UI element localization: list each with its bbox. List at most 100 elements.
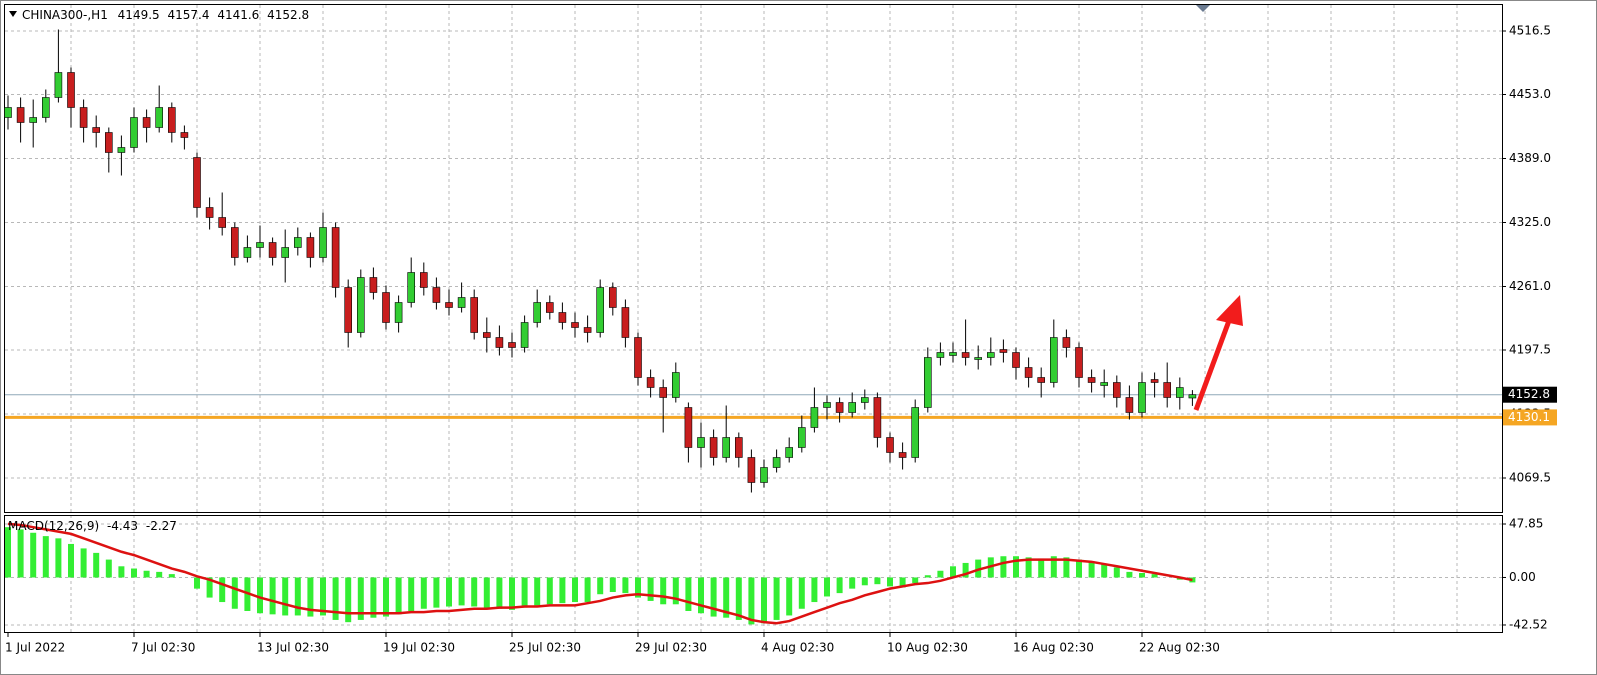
- candle-body: [873, 397, 882, 438]
- marks: 4516.54453.04389.04325.04261.04197.54133…: [4, 24, 1557, 655]
- candle-body: [1163, 382, 1171, 398]
- macd-bar: [1126, 571, 1133, 578]
- macd-panel: [4, 515, 1503, 633]
- macd-bar: [723, 577, 730, 618]
- candle-body: [1037, 377, 1045, 383]
- macd-bar: [1139, 572, 1145, 578]
- candle-body: [432, 287, 441, 303]
- candle-body: [646, 377, 655, 388]
- signal-value: -2.27: [146, 519, 177, 533]
- macd-bar: [294, 577, 301, 616]
- candle-body: [545, 302, 554, 313]
- candle-body: [117, 147, 126, 153]
- candle-body: [709, 437, 718, 458]
- candle-body: [218, 217, 226, 228]
- macd-bar: [1076, 559, 1082, 578]
- candle-body: [4, 107, 12, 118]
- candle-body: [961, 352, 970, 358]
- candle-body: [356, 277, 365, 333]
- x-tick-label: 10 Aug 02:30: [887, 641, 968, 655]
- macd-bar: [1088, 561, 1095, 578]
- candle-body: [634, 337, 642, 378]
- candle-body: [92, 127, 100, 133]
- candle-body: [1188, 394, 1197, 399]
- macd-bar: [307, 577, 314, 617]
- low: 4141.6: [217, 8, 259, 22]
- macd-bar: [1050, 556, 1057, 578]
- candle-body: [734, 437, 743, 458]
- macd-bar: [231, 577, 238, 609]
- close: 4152.8: [267, 8, 309, 22]
- candle-body: [1176, 387, 1184, 398]
- x-tick-label: 7 Jul 02:30: [131, 641, 195, 655]
- menu-triangle[interactable]: [9, 11, 17, 17]
- candle-body: [722, 437, 731, 458]
- macd-bar: [748, 577, 755, 625]
- y-tick-label: 4325.0: [1509, 215, 1551, 229]
- candle-body: [205, 207, 214, 218]
- macd-bar: [496, 577, 503, 609]
- candle-body: [306, 237, 315, 258]
- candle-body: [621, 307, 630, 338]
- macd-bar: [622, 577, 629, 594]
- candle-body: [495, 337, 504, 348]
- macd-bar: [320, 577, 326, 616]
- open: 4149.5: [118, 8, 160, 22]
- macd-bar: [559, 577, 566, 604]
- candle-body: [1050, 337, 1058, 383]
- macd-bar: [30, 532, 37, 578]
- y-tick-label: 47.85: [1509, 516, 1543, 530]
- candle-body: [835, 402, 844, 413]
- macd-bar: [937, 570, 944, 578]
- candle-body: [256, 242, 264, 248]
- candle-body: [344, 287, 353, 333]
- candle-body: [596, 287, 605, 333]
- candle-body: [54, 72, 63, 98]
- macd-bar: [534, 577, 541, 606]
- macd-bar: [609, 577, 616, 592]
- candle-body: [457, 297, 466, 308]
- candle-body: [193, 157, 201, 208]
- macd-bar: [383, 577, 389, 617]
- candle-body: [1150, 379, 1159, 383]
- macd-value: -4.43: [107, 519, 138, 533]
- macd-bar: [1025, 557, 1032, 578]
- macd-bar: [647, 577, 654, 601]
- macd-bar: [660, 577, 667, 605]
- candle-body: [168, 107, 176, 133]
- candle-body: [508, 342, 516, 348]
- candle-body: [130, 117, 138, 148]
- macd-bar: [685, 577, 692, 611]
- candle-body: [860, 397, 869, 403]
- candle-body: [571, 322, 579, 328]
- price-label-box: [1503, 386, 1557, 403]
- y-tick-label: 4197.5: [1509, 343, 1551, 357]
- macd-bar: [5, 527, 11, 578]
- y-tick-label: 4261.0: [1509, 279, 1551, 293]
- candle-body: [1075, 347, 1083, 378]
- symbol: CHINA300-,H1: [22, 8, 108, 22]
- candle-body: [911, 407, 920, 458]
- candle-body: [407, 272, 416, 303]
- arrow-head: [1216, 295, 1243, 326]
- candle-body: [1113, 382, 1121, 398]
- candle-body: [382, 292, 390, 323]
- macd-bar: [194, 577, 200, 589]
- macd-bar: [282, 577, 289, 616]
- macd-bar: [962, 562, 969, 578]
- candle-body: [659, 387, 668, 398]
- macd-bar: [17, 529, 24, 578]
- macd-bar: [206, 577, 213, 598]
- y-tick-label: 4453.0: [1509, 87, 1551, 101]
- y-tick-label: 4516.5: [1509, 24, 1551, 38]
- candle-body: [558, 312, 567, 323]
- macd-bar: [521, 577, 528, 608]
- macd-bar: [105, 559, 112, 578]
- candle-body: [797, 427, 806, 448]
- candle-body: [898, 452, 907, 458]
- candle-body: [1138, 382, 1146, 413]
- macd-bar: [874, 577, 881, 585]
- macd-bar: [131, 568, 137, 578]
- macd-bar: [219, 577, 226, 603]
